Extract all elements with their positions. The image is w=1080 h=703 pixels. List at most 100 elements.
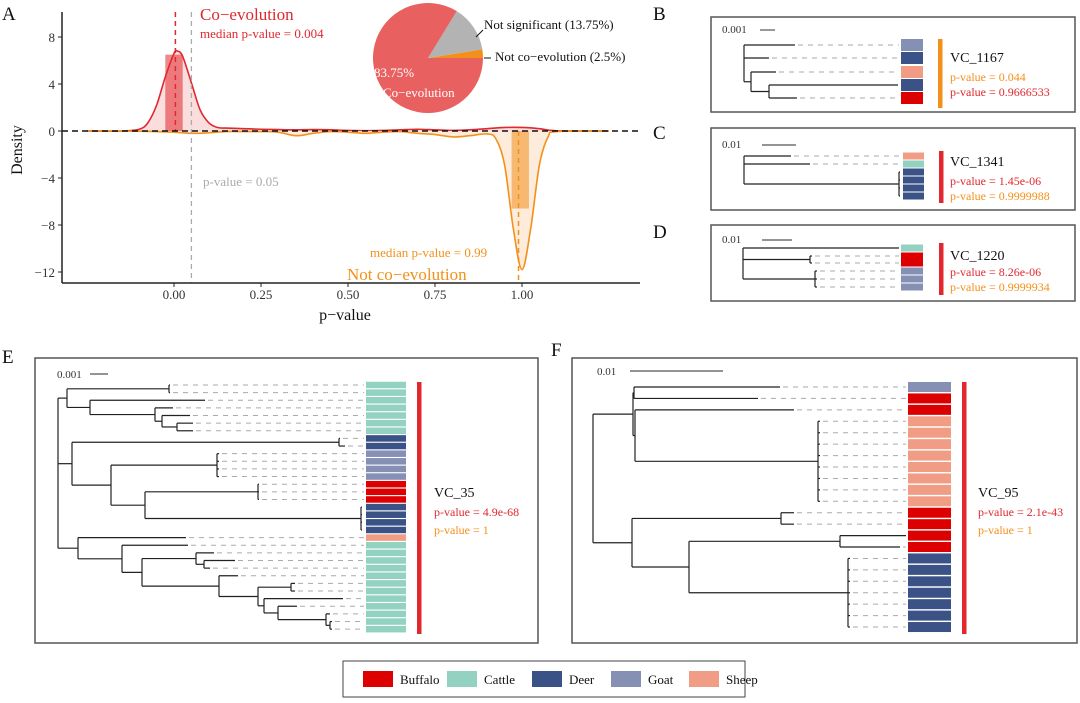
tip-cattle (366, 564, 406, 572)
tip-deer (366, 442, 406, 450)
legend-label-cattle: Cattle (484, 672, 515, 687)
legend-swatch-sheep (689, 671, 719, 687)
panel-letter-a: A (2, 4, 16, 25)
tip-cattle (366, 389, 406, 396)
p-value-label: p-value = 8.26e-06 (950, 265, 1041, 279)
tip-deer (366, 519, 406, 526)
scale-bar-label: 0.001 (57, 369, 82, 381)
density-line-1 (86, 130, 610, 271)
tip-cattle (366, 610, 406, 618)
panel-frame (710, 224, 1076, 302)
tip-sheep (903, 152, 924, 160)
tip-deer (366, 503, 406, 511)
p-value-label: p-value = 1.45e-06 (950, 174, 1041, 188)
density-chart: 0.00 0.25 0.50 0.75 1.00 8 4 0 −4 −8 −12 p−value D… (9, 2, 640, 324)
p-value-label: p-value = 0.9666533 (950, 85, 1050, 99)
tip-goat (366, 450, 406, 457)
tip-cattle (366, 595, 406, 602)
x-tick-label: 0.25 (250, 287, 273, 302)
tip-buffalo (366, 488, 406, 496)
tip-deer (901, 79, 923, 91)
legend-label-goat: Goat (648, 672, 674, 687)
tip-cattle (366, 587, 406, 595)
x-tick-label: 0.75 (424, 287, 447, 302)
vc-label: VC_1167 (950, 51, 1004, 66)
legend-label-deer: Deer (569, 672, 595, 687)
pie-label-co-evolution-pct: 83.75% (374, 65, 414, 80)
tip-cattle (366, 603, 406, 610)
legend-label-buffalo: Buffalo (400, 672, 439, 687)
y-tick-label: −4 (41, 171, 55, 186)
y-tick-label: 8 (49, 30, 56, 45)
tip-deer (366, 435, 406, 442)
tree-panel-e: 0.001 VC_35 p-value = 4.9e-68 p-value = 1 (34, 357, 539, 644)
tip-deer (908, 622, 951, 633)
panel-letter-e: E (2, 347, 14, 368)
p-value-label: p-value = 1 (434, 523, 489, 537)
x-axis-label: p−value (319, 307, 371, 324)
p-value-label: p-value = 4.9e-68 (434, 505, 519, 519)
tip-cattle (366, 625, 406, 633)
tip-goat (901, 267, 923, 275)
tip-deer (908, 610, 951, 621)
panel-letter-d: D (653, 222, 667, 243)
tip-cattle (366, 419, 406, 427)
tip-cattle (901, 244, 923, 252)
significance-bar (939, 243, 944, 295)
tip-goat (901, 275, 923, 283)
tip-sheep (908, 496, 951, 507)
species-legend: Buffalo Cattle Deer Goat Sheep (342, 660, 758, 698)
significance-bar (939, 151, 944, 203)
p-value-label: p-value = 0.044 (950, 70, 1026, 84)
density-area-0 (87, 50, 609, 132)
threshold-label: p-value = 0.05 (203, 174, 279, 189)
tip-cattle (903, 160, 924, 168)
tip-deer (908, 587, 951, 598)
tip-buffalo (908, 393, 951, 404)
pie-slice-co-evolution (372, 2, 483, 113)
tip-deer (903, 192, 924, 200)
vc-label: VC_35 (434, 486, 474, 501)
not-co-evolution-median-label: median p-value = 0.99 (370, 245, 487, 260)
tip-cattle (366, 572, 406, 579)
tip-sheep (908, 473, 951, 484)
legend-swatch-deer (532, 671, 562, 687)
tip-deer (908, 576, 951, 587)
x-tick-label: 0.50 (337, 287, 360, 302)
tip-sheep (908, 462, 951, 473)
y-tick-label: −8 (41, 218, 55, 233)
pie-label-co-evolution: Co−evolution (383, 85, 455, 100)
x-tick-label: 1.00 (511, 287, 534, 302)
tip-deer (908, 564, 951, 575)
p-value-label: p-value = 0.9999934 (950, 280, 1050, 294)
tip-sheep (901, 66, 923, 78)
tip-goat (366, 465, 406, 473)
tip-goat (908, 382, 951, 392)
p-value-label: p-value = 1 (978, 523, 1033, 537)
pie-label-not-significant: Not significant (13.75%) (484, 17, 614, 32)
density-area-1 (87, 130, 609, 270)
tip-goat (366, 458, 406, 465)
co-evolution-label: Co−evolution (200, 5, 294, 24)
vc-label: VC_1341 (950, 155, 1004, 170)
tip-deer (903, 184, 924, 192)
panel-frame (710, 127, 1076, 211)
panel-letter-f: F (551, 340, 562, 361)
significance-bar (962, 382, 967, 634)
significance-bar (938, 39, 943, 108)
scale-bar-label: 0.01 (722, 139, 741, 151)
tip-sheep (908, 439, 951, 450)
legend-label-sheep: Sheep (726, 672, 758, 687)
tip-buffalo (908, 542, 951, 553)
panel-frame (571, 357, 1078, 644)
tip-deer (366, 511, 406, 518)
legend-swatch-goat (611, 671, 641, 687)
panel-frame (710, 16, 1076, 113)
tip-cattle (366, 397, 406, 404)
vc-label: VC_1220 (950, 249, 1004, 264)
pie-slice-not-significant (428, 11, 483, 59)
y-tick-label: 0 (49, 124, 56, 139)
